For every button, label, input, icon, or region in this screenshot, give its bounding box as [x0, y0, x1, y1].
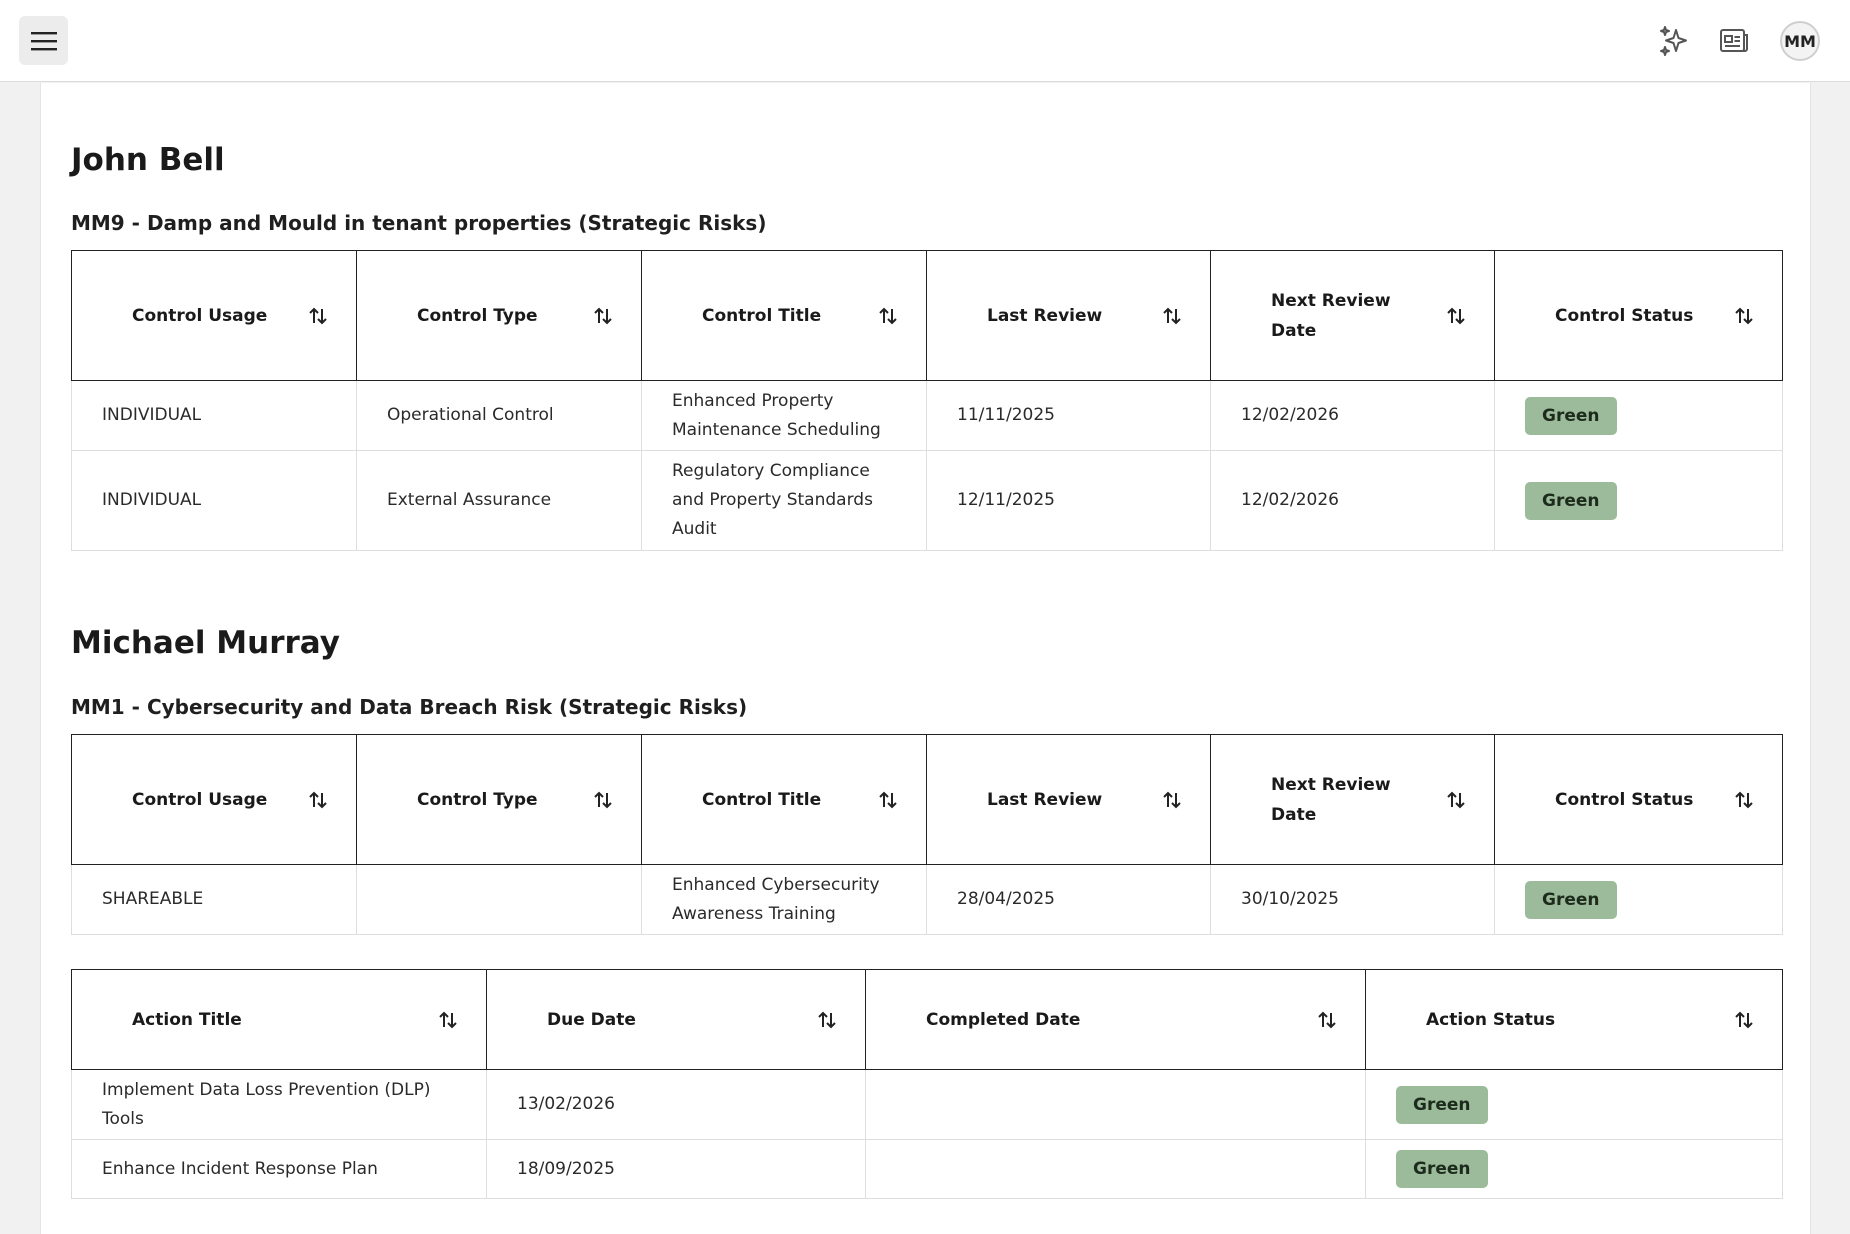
table-row[interactable]: Implement Data Loss Prevention (DLP) Too… — [71, 1069, 1783, 1140]
table-header-row: Control Usage Control Type Control Title… — [71, 250, 1783, 381]
cell-due-date: 13/02/2026 — [486, 1069, 866, 1140]
cell-action-status: Green — [1365, 1069, 1783, 1140]
column-header-control-title[interactable]: Control Title — [641, 734, 927, 865]
status-badge: Green — [1525, 396, 1617, 435]
actions-table: Action Title Due Date Completed Date Act… — [71, 969, 1783, 1199]
sort-icon[interactable] — [1734, 1010, 1754, 1030]
sort-icon[interactable] — [878, 306, 898, 326]
cell-last-review: 11/11/2025 — [926, 380, 1211, 451]
sort-icon[interactable] — [1317, 1010, 1337, 1030]
column-header-action-title[interactable]: Action Title — [71, 969, 487, 1070]
risk-title: MM9 - Damp and Mould in tenant propertie… — [71, 211, 767, 235]
sort-icon[interactable] — [1734, 790, 1754, 810]
controls-table: Control Usage Control Type Control Title… — [71, 250, 1783, 551]
column-header-last-review[interactable]: Last Review — [926, 250, 1211, 381]
table-row[interactable]: INDIVIDUAL External Assurance Regulatory… — [71, 450, 1783, 551]
menu-button[interactable] — [19, 16, 68, 65]
status-badge: Green — [1396, 1085, 1488, 1124]
sort-icon[interactable] — [308, 790, 328, 810]
sort-icon[interactable] — [1446, 306, 1466, 326]
column-header-control-status[interactable]: Control Status — [1494, 734, 1783, 865]
sort-icon[interactable] — [438, 1010, 458, 1030]
cell-next-review-date: 12/02/2026 — [1210, 450, 1495, 551]
cell-action-status: Green — [1365, 1139, 1783, 1199]
sparkles-icon[interactable] — [1657, 24, 1691, 58]
cell-action-title: Implement Data Loss Prevention (DLP) Too… — [71, 1069, 487, 1140]
sort-icon[interactable] — [593, 306, 613, 326]
main-content: John Bell MM9 - Damp and Mould in tenant… — [40, 83, 1811, 1234]
status-badge: Green — [1525, 880, 1617, 919]
cell-control-usage: SHAREABLE — [71, 864, 357, 935]
sort-icon[interactable] — [878, 790, 898, 810]
cell-control-type: External Assurance — [356, 450, 642, 551]
cell-last-review: 12/11/2025 — [926, 450, 1211, 551]
table-row[interactable]: SHAREABLE Enhanced Cybersecurity Awarene… — [71, 864, 1783, 935]
person-name: John Bell — [71, 142, 225, 178]
sort-icon[interactable] — [593, 790, 613, 810]
top-bar: MM — [0, 0, 1850, 82]
cell-completed-date — [865, 1069, 1366, 1140]
column-header-control-title[interactable]: Control Title — [641, 250, 927, 381]
cell-control-status: Green — [1494, 864, 1783, 935]
person-name: Michael Murray — [71, 625, 340, 661]
table-row[interactable]: INDIVIDUAL Operational Control Enhanced … — [71, 380, 1783, 451]
column-header-control-usage[interactable]: Control Usage — [71, 250, 357, 381]
column-header-control-type[interactable]: Control Type — [356, 734, 642, 865]
status-badge: Green — [1396, 1150, 1488, 1188]
cell-due-date: 18/09/2025 — [486, 1139, 866, 1199]
cell-control-title: Enhanced Cybersecurity Awareness Trainin… — [641, 864, 927, 935]
risk-title: MM1 - Cybersecurity and Data Breach Risk… — [71, 695, 748, 719]
cell-control-status: Green — [1494, 380, 1783, 451]
table-header-row: Control Usage Control Type Control Title… — [71, 734, 1783, 865]
cell-next-review-date: 30/10/2025 — [1210, 864, 1495, 935]
table-header-row: Action Title Due Date Completed Date Act… — [71, 969, 1783, 1070]
sort-icon[interactable] — [817, 1010, 837, 1030]
hamburger-menu-icon — [30, 31, 57, 50]
cell-control-title: Regulatory Compliance and Property Stand… — [641, 450, 927, 551]
user-avatar[interactable]: MM — [1780, 21, 1820, 61]
cell-control-title: Enhanced Property Maintenance Scheduling — [641, 380, 927, 451]
status-badge: Green — [1525, 481, 1617, 520]
cell-completed-date — [865, 1139, 1366, 1199]
cell-action-title: Enhance Incident Response Plan — [71, 1139, 487, 1199]
column-header-action-status[interactable]: Action Status — [1365, 969, 1783, 1070]
column-header-control-type[interactable]: Control Type — [356, 250, 642, 381]
sort-icon[interactable] — [1162, 790, 1182, 810]
news-icon[interactable] — [1717, 24, 1751, 58]
cell-control-type: Operational Control — [356, 380, 642, 451]
sort-icon[interactable] — [1446, 790, 1466, 810]
column-header-completed-date[interactable]: Completed Date — [865, 969, 1366, 1070]
cell-last-review: 28/04/2025 — [926, 864, 1211, 935]
sort-icon[interactable] — [1162, 306, 1182, 326]
column-header-control-usage[interactable]: Control Usage — [71, 734, 357, 865]
column-header-last-review[interactable]: Last Review — [926, 734, 1211, 865]
controls-table: Control Usage Control Type Control Title… — [71, 734, 1783, 935]
column-header-next-review-date[interactable]: Next Review Date — [1210, 734, 1495, 865]
cell-control-type — [356, 864, 642, 935]
cell-control-status: Green — [1494, 450, 1783, 551]
column-header-due-date[interactable]: Due Date — [486, 969, 866, 1070]
sort-icon[interactable] — [308, 306, 328, 326]
cell-next-review-date: 12/02/2026 — [1210, 380, 1495, 451]
cell-control-usage: INDIVIDUAL — [71, 450, 357, 551]
sort-icon[interactable] — [1734, 306, 1754, 326]
column-header-next-review-date[interactable]: Next Review Date — [1210, 250, 1495, 381]
column-header-control-status[interactable]: Control Status — [1494, 250, 1783, 381]
table-row[interactable]: Enhance Incident Response Plan 18/09/202… — [71, 1139, 1783, 1199]
cell-control-usage: INDIVIDUAL — [71, 380, 357, 451]
